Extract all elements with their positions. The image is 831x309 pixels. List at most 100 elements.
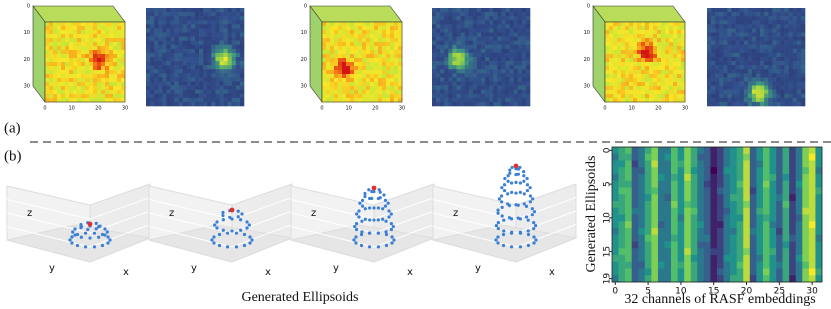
pixel — [232, 41, 236, 45]
heatmap-cell — [724, 161, 731, 168]
voxel — [649, 66, 653, 70]
pixel — [732, 45, 736, 49]
pixel — [789, 82, 793, 86]
pixel — [506, 37, 510, 41]
pixel — [740, 24, 744, 28]
voxel — [326, 78, 330, 82]
voxel — [77, 86, 81, 90]
pixel — [526, 65, 530, 69]
voxel — [49, 22, 53, 26]
voxel — [673, 86, 677, 90]
ellipsoid-plot: zyx — [149, 184, 292, 278]
voxel — [49, 46, 53, 50]
pixel — [232, 33, 236, 37]
voxel — [338, 66, 342, 70]
heatmap-cell — [658, 188, 665, 195]
surface-point — [507, 180, 510, 183]
heatmap-cell — [612, 167, 619, 174]
pixel — [485, 57, 489, 61]
axis-letter: z — [453, 208, 458, 219]
voxel — [669, 34, 673, 38]
voxel — [101, 98, 105, 102]
voxel — [334, 98, 338, 102]
voxel — [61, 82, 65, 86]
voxel — [629, 98, 633, 102]
pixel — [240, 94, 244, 98]
voxel — [57, 62, 61, 66]
voxel — [57, 74, 61, 78]
pixel — [146, 73, 150, 77]
heatmap-cell — [717, 235, 724, 242]
voxel — [93, 30, 97, 34]
pixel — [719, 61, 723, 65]
pixel — [736, 90, 740, 94]
pixel — [518, 73, 522, 77]
pixel — [756, 8, 760, 12]
pixel — [199, 41, 203, 45]
voxel — [73, 42, 77, 46]
heatmap-cell — [776, 147, 783, 154]
pixel — [171, 12, 175, 16]
heatmap-cell — [665, 275, 672, 282]
pixel — [477, 45, 481, 49]
heatmap-cell — [763, 269, 770, 276]
voxel — [350, 62, 354, 66]
heatmap-cell — [697, 147, 704, 154]
voxel — [366, 22, 370, 26]
voxel — [53, 58, 57, 62]
pixel — [232, 53, 236, 57]
heatmap-cell — [671, 154, 678, 161]
pixel — [473, 41, 477, 45]
voxel — [621, 54, 625, 58]
voxel — [609, 70, 613, 74]
pixel — [224, 77, 228, 81]
voxel — [657, 50, 661, 54]
voxel — [633, 22, 637, 26]
surface-point — [392, 238, 395, 241]
voxel — [386, 34, 390, 38]
heatmap-cell — [632, 147, 639, 154]
voxel — [382, 86, 386, 90]
heatmap-cell — [802, 242, 809, 249]
pixel — [211, 20, 215, 24]
pixel — [146, 86, 150, 90]
heatmap-cell — [783, 208, 790, 215]
voxel — [382, 26, 386, 30]
voxel — [637, 22, 641, 26]
heatmap-cell — [645, 167, 652, 174]
voxel — [326, 90, 330, 94]
voxel — [330, 34, 334, 38]
voxel — [382, 50, 386, 54]
pixel — [452, 86, 456, 90]
heatmap-cell — [730, 255, 737, 262]
pixel — [183, 28, 187, 32]
pixel — [440, 24, 444, 28]
surface-point — [84, 232, 87, 235]
heatmap-cell — [645, 188, 652, 195]
heatmap-cell — [645, 201, 652, 208]
voxel — [53, 46, 57, 50]
voxel — [378, 26, 382, 30]
voxel — [69, 42, 73, 46]
heatmap-cell — [697, 154, 704, 161]
pixel — [195, 57, 199, 61]
pixel — [440, 90, 444, 94]
pixel — [183, 20, 187, 24]
pixel — [772, 77, 776, 81]
voxel — [97, 74, 101, 78]
pixel — [764, 41, 768, 45]
voxel — [394, 54, 398, 58]
pixel — [518, 16, 522, 20]
voxel — [97, 94, 101, 98]
heatmap-cell — [796, 174, 803, 181]
heatmap-cell — [802, 235, 809, 242]
pixel — [179, 8, 183, 12]
pixel — [175, 49, 179, 53]
pixel — [776, 90, 780, 94]
surface-point — [532, 221, 535, 224]
voxel — [625, 78, 629, 82]
voxel — [330, 54, 334, 58]
pixel — [146, 24, 150, 28]
heatmap-cell — [638, 255, 645, 262]
heatmap-cell — [651, 194, 658, 201]
